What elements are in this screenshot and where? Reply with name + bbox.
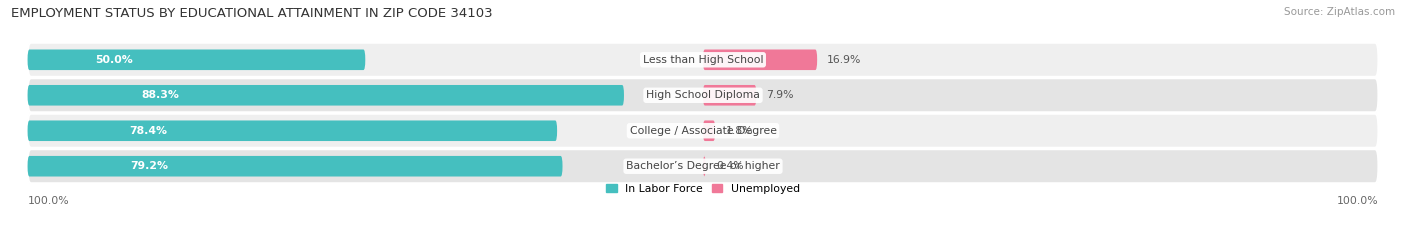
- Text: Bachelor’s Degree or higher: Bachelor’s Degree or higher: [626, 161, 780, 171]
- Text: 50.0%: 50.0%: [96, 55, 132, 65]
- Text: College / Associate Degree: College / Associate Degree: [630, 126, 776, 136]
- FancyBboxPatch shape: [28, 85, 624, 106]
- Text: 79.2%: 79.2%: [131, 161, 169, 171]
- FancyBboxPatch shape: [28, 49, 366, 70]
- FancyBboxPatch shape: [703, 120, 716, 141]
- Text: 7.9%: 7.9%: [766, 90, 794, 100]
- FancyBboxPatch shape: [703, 85, 756, 106]
- Text: 16.9%: 16.9%: [827, 55, 862, 65]
- Text: High School Diploma: High School Diploma: [647, 90, 759, 100]
- Text: 100.0%: 100.0%: [1337, 196, 1378, 206]
- FancyBboxPatch shape: [703, 156, 706, 177]
- FancyBboxPatch shape: [703, 49, 817, 70]
- FancyBboxPatch shape: [28, 78, 1378, 112]
- Text: Source: ZipAtlas.com: Source: ZipAtlas.com: [1284, 7, 1395, 17]
- FancyBboxPatch shape: [28, 43, 1378, 77]
- Text: 88.3%: 88.3%: [142, 90, 180, 100]
- Text: 0.4%: 0.4%: [716, 161, 744, 171]
- Text: Less than High School: Less than High School: [643, 55, 763, 65]
- FancyBboxPatch shape: [28, 120, 557, 141]
- Text: 78.4%: 78.4%: [129, 126, 167, 136]
- FancyBboxPatch shape: [28, 156, 562, 177]
- FancyBboxPatch shape: [28, 114, 1378, 148]
- FancyBboxPatch shape: [28, 149, 1378, 183]
- Text: EMPLOYMENT STATUS BY EDUCATIONAL ATTAINMENT IN ZIP CODE 34103: EMPLOYMENT STATUS BY EDUCATIONAL ATTAINM…: [11, 7, 494, 20]
- Text: 100.0%: 100.0%: [28, 196, 69, 206]
- Legend: In Labor Force, Unemployed: In Labor Force, Unemployed: [602, 179, 804, 198]
- Text: 1.8%: 1.8%: [725, 126, 752, 136]
